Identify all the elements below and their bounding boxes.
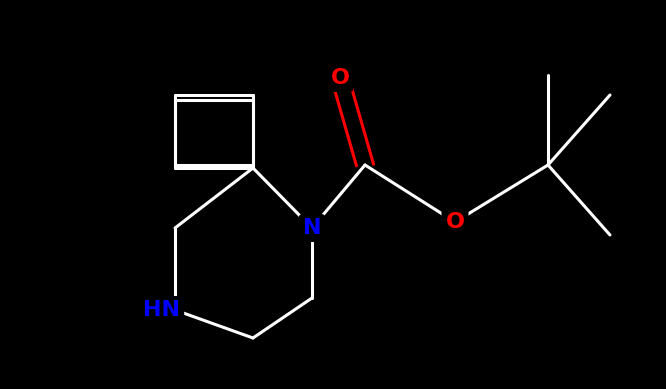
Text: HN: HN [143, 300, 180, 320]
Text: O: O [446, 212, 464, 232]
Text: O: O [330, 68, 350, 88]
Text: N: N [303, 218, 321, 238]
